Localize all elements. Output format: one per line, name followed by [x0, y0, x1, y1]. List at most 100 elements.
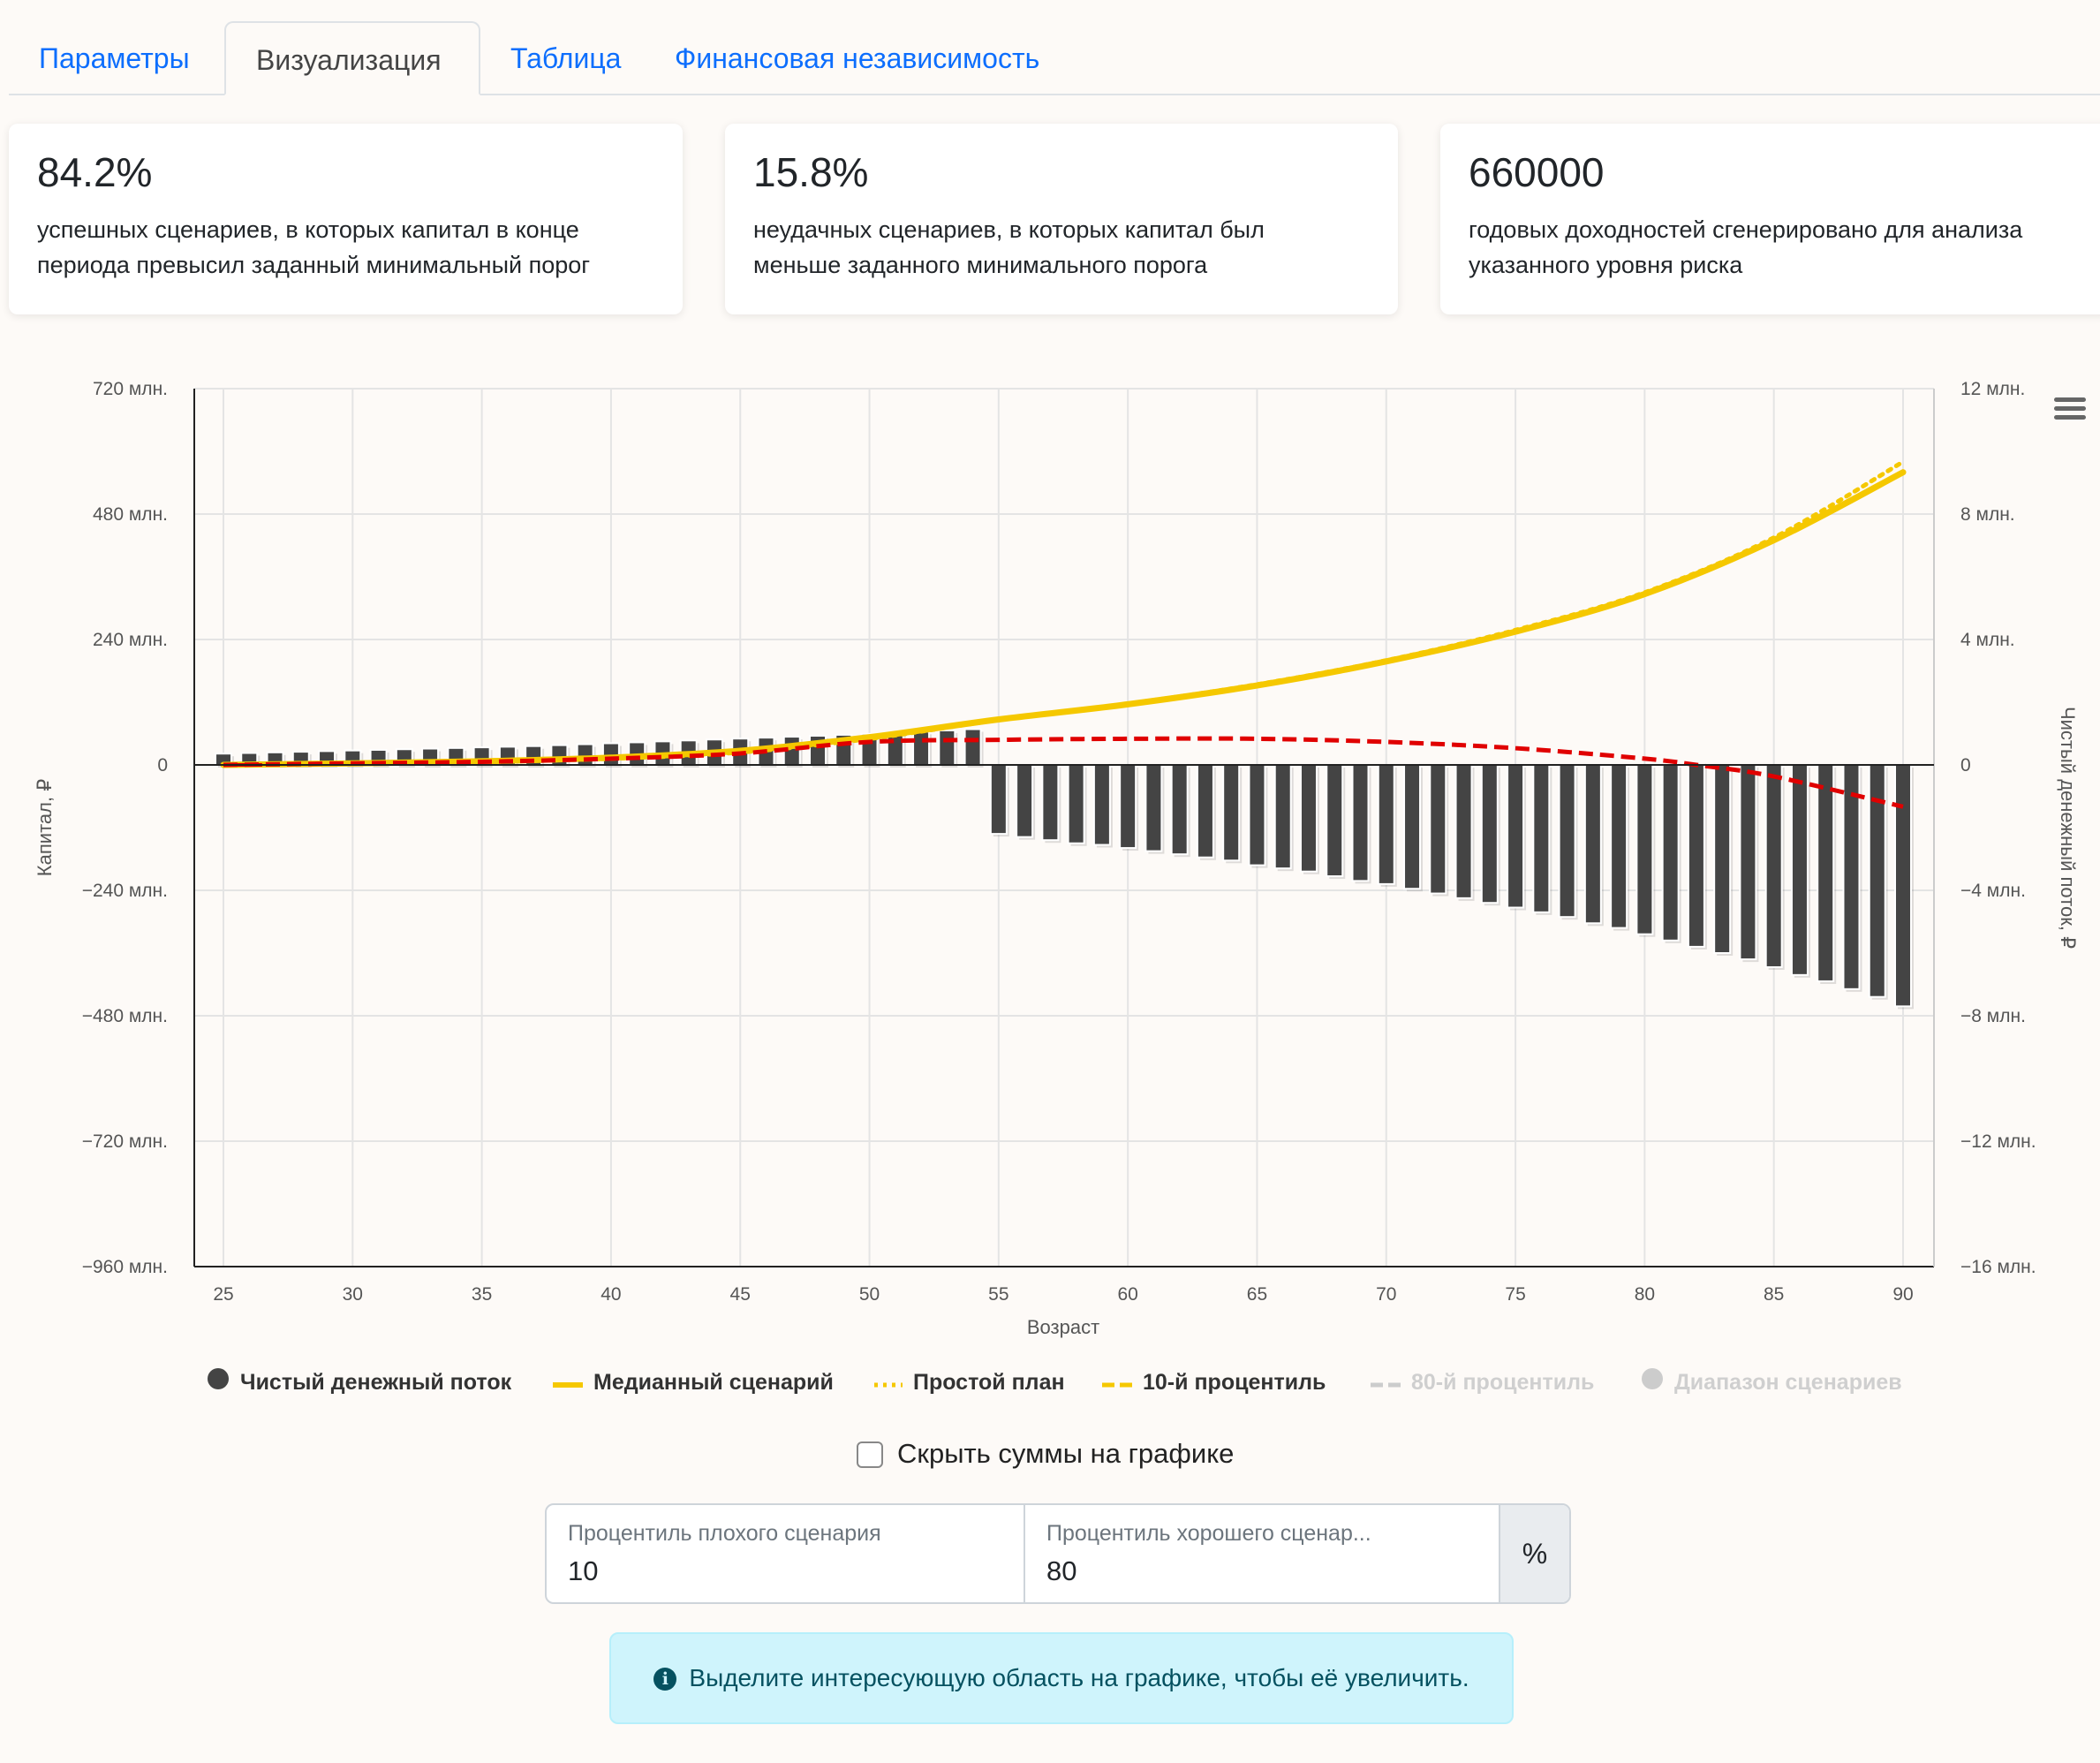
y-left-tick-label: 240 млн. [93, 630, 168, 650]
cash-flow-bar [1222, 764, 1241, 862]
cash-flow-bar [1170, 764, 1189, 856]
x-tick-label: 65 [1247, 1284, 1267, 1305]
cash-flow-bar [1842, 764, 1861, 990]
cash-flow-bar [1016, 764, 1034, 838]
stat-card-returns: 660000 годовых доходностей сгенерировано… [1440, 124, 2100, 314]
cash-flow-bar [1583, 764, 1602, 925]
cash-flow-bar [1196, 764, 1214, 859]
cash-flow-bar [1403, 764, 1422, 890]
good-percentile-field[interactable]: Процентиль хорошего сценар... 80 [1025, 1505, 1502, 1602]
tab-financial-independence[interactable]: Финансовая независимость [675, 42, 1040, 74]
y-axis-left-title: Капитал, ₽ [34, 779, 56, 876]
cash-flow-bar [1377, 764, 1395, 885]
x-tick-label: 90 [1892, 1284, 1913, 1305]
cash-flow-bar [912, 730, 931, 766]
x-tick-label: 30 [343, 1284, 363, 1305]
percent-suffix: % [1499, 1505, 1569, 1602]
cash-flow-bar [1248, 764, 1266, 866]
x-tick-label: 35 [472, 1284, 492, 1305]
info-icon: i [653, 1668, 677, 1691]
legend-item-80th-percentile[interactable]: 80-й процентиль [1371, 1365, 1594, 1400]
bad-percentile-field[interactable]: Процентиль плохого сценария 10 [547, 1505, 1025, 1602]
stat-card-failure: 15.8% неудачных сценариев, в которых кап… [725, 124, 1398, 314]
y-right-tick-label: 8 млн. [1960, 504, 2015, 525]
stat-description: неудачных сценариев, в которых капитал б… [753, 216, 1265, 278]
dotted-line-icon [872, 1366, 903, 1401]
y-left-tick-label: 480 млн. [93, 504, 168, 525]
cash-flow-bar [601, 742, 620, 767]
cash-flow-bar [1041, 764, 1060, 842]
y-right-tick-label: 0 [1960, 755, 1971, 776]
cash-flow-bar [1273, 764, 1292, 870]
x-tick-label: 60 [1117, 1284, 1137, 1305]
stat-card-success: 84.2% успешных сценариев, в которых капи… [9, 124, 683, 314]
cash-flow-bar [1790, 764, 1809, 976]
cash-flow-bar [963, 728, 982, 767]
cash-flow-bar [1480, 764, 1499, 904]
x-tick-label: 50 [859, 1284, 880, 1305]
percentile-input-group: Процентиль плохого сценария 10 Процентил… [545, 1503, 1571, 1604]
x-axis-title: Возраст [1027, 1316, 1099, 1338]
legend-item-net-cash-flow[interactable]: Чистый денежный поток [207, 1365, 511, 1400]
simple-plan-line [221, 459, 1906, 768]
solid-line-icon [553, 1366, 583, 1401]
chart-legend: Чистый денежный поток Медианный сценарий… [0, 1365, 2100, 1400]
cash-flow-bar [1326, 764, 1344, 878]
good-percentile-input[interactable]: 80 [1046, 1555, 1077, 1586]
bad-percentile-label: Процентиль плохого сценария [568, 1521, 881, 1546]
legend-item-scenario-range[interactable]: Диапазон сценариев [1641, 1365, 1902, 1400]
cash-flow-bar [1713, 764, 1732, 954]
cash-flow-bar [938, 729, 956, 767]
cash-flow-bar [1067, 764, 1085, 844]
cash-flow-bar [1764, 764, 1783, 968]
cash-flow-bar [1351, 764, 1370, 882]
tab-bar: Параметры Визуализация Таблица Финансова… [9, 0, 2100, 95]
y-right-tick-label: −8 млн. [1960, 1006, 2026, 1026]
x-tick-label: 40 [601, 1284, 621, 1305]
cash-flow-bar [1610, 764, 1628, 929]
zoom-info-text: Выделите интересующую область на графике… [689, 1664, 1469, 1691]
stat-description: годовых доходностей сгенерировано для ан… [1469, 216, 2023, 278]
y-left-tick-label: −480 млн. [82, 1006, 168, 1026]
cash-flow-bar [1558, 764, 1576, 919]
hide-sums-checkbox-row[interactable]: Скрыть суммы на графике [857, 1436, 1234, 1472]
x-tick-label: 70 [1376, 1284, 1396, 1305]
x-tick-label: 75 [1505, 1284, 1525, 1305]
cash-flow-bar [1454, 764, 1473, 899]
y-right-tick-label: 12 млн. [1960, 379, 2025, 399]
cash-flow-bar [1894, 764, 1912, 1008]
hide-sums-checkbox[interactable] [857, 1441, 883, 1468]
tab-visualization[interactable]: Визуализация [224, 21, 480, 95]
cash-flow-bar [1817, 764, 1835, 982]
cash-flow-bars [215, 728, 1914, 1010]
legend-item-simple-plan[interactable]: Простой план [872, 1365, 1065, 1400]
tab-table[interactable]: Таблица [510, 42, 622, 74]
tab-parameters[interactable]: Параметры [39, 42, 190, 74]
x-tick-label: 25 [213, 1284, 233, 1305]
cash-flow-bar [1661, 764, 1680, 942]
chart-menu-icon[interactable] [2054, 397, 2086, 420]
x-tick-label: 80 [1635, 1284, 1655, 1305]
y-left-tick-label: 720 млн. [93, 379, 168, 399]
axis-ticks: 720 млн. 12 млн. 480 млн. 8 млн. 240 млн. 4 м… [82, 379, 2036, 1305]
dashed-line-icon [1102, 1366, 1132, 1401]
cash-flow-bar [1429, 764, 1447, 895]
stat-value: 15.8% [753, 149, 869, 195]
cash-flow-bar [1507, 764, 1525, 909]
cash-flow-bar [1119, 764, 1137, 850]
median-line [220, 469, 1907, 768]
legend-item-median[interactable]: Медианный сценарий [553, 1365, 834, 1400]
y-left-tick-label: −960 млн. [82, 1257, 168, 1277]
good-percentile-label: Процентиль хорошего сценар... [1046, 1521, 1371, 1546]
legend-item-10th-percentile[interactable]: 10-й процентиль [1102, 1365, 1326, 1400]
capital-chart[interactable]: 720 млн. 12 млн. 480 млн. 8 млн. 240 млн. 4 м… [0, 353, 2100, 1360]
y-left-tick-label: 0 [157, 755, 168, 776]
circle-marker-icon [1641, 1366, 1664, 1401]
cash-flow-bar [1687, 764, 1705, 948]
y-axis-right-title: Чистый денежный поток, ₽ [2057, 707, 2079, 949]
cash-flow-bar [1635, 764, 1654, 935]
circle-marker-icon [207, 1366, 230, 1401]
bad-percentile-input[interactable]: 10 [568, 1555, 599, 1586]
cash-flow-bar [576, 743, 594, 767]
y-left-tick-label: −240 млн. [82, 881, 168, 901]
